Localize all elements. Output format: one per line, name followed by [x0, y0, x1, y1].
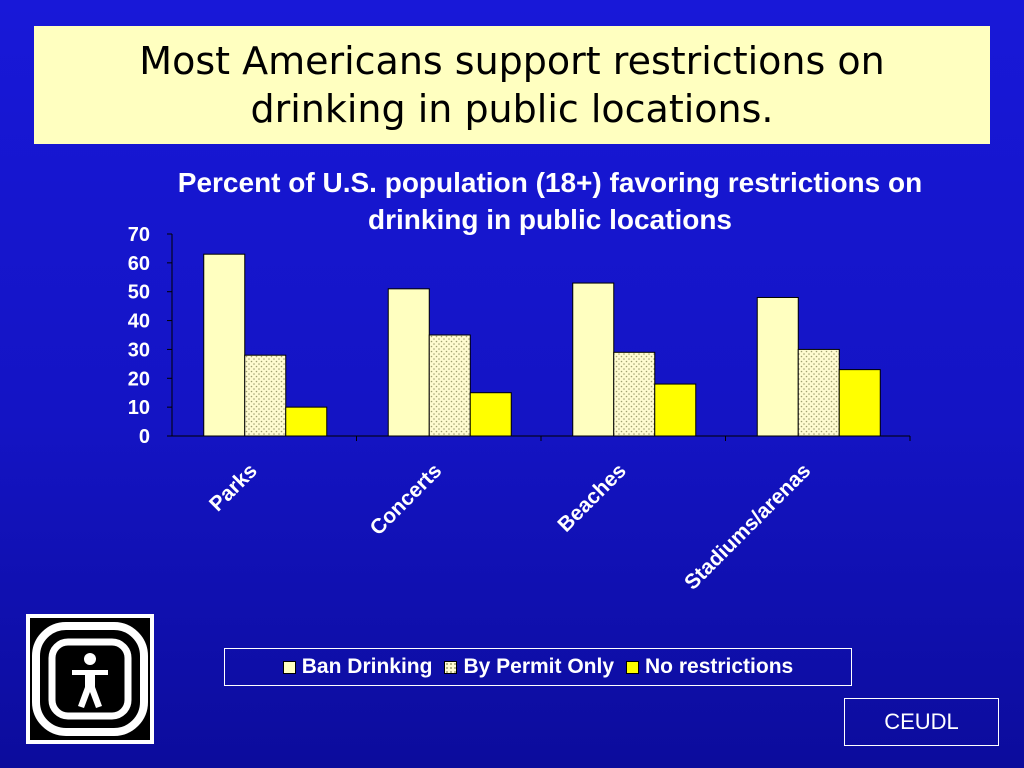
slide-title-box: Most Americans support restrictions on d… [34, 26, 990, 144]
bar-ban-3 [756, 296, 799, 437]
chart-title: Percent of U.S. population (18+) favorin… [177, 167, 923, 235]
bar-permit-1 [428, 334, 471, 437]
y-tick-label: 10 [128, 397, 150, 419]
bar-permit-3 [797, 348, 840, 437]
y-tick-label: 30 [128, 339, 150, 361]
accessibility-logo-icon [26, 614, 154, 744]
y-tick-label: 60 [128, 253, 150, 275]
x-tick-label: Concerts [366, 459, 447, 540]
x-tick-label: Beaches [553, 459, 630, 536]
source-label: CEUDL [884, 709, 959, 734]
bar-permit-0 [244, 354, 287, 437]
x-tick-label: Stadiums/arenas [680, 459, 815, 594]
y-tick-label: 50 [128, 282, 150, 304]
bar-ban-1 [387, 288, 430, 437]
y-tick-label: 40 [128, 311, 150, 333]
bar-none-3 [838, 369, 881, 437]
chart-legend: Ban Drinking By Permit Only No restricti… [224, 648, 852, 686]
bar-none-0 [285, 406, 328, 437]
legend-swatch-permit [444, 660, 458, 674]
legend-label-ban: Ban Drinking [301, 655, 433, 678]
legend-swatch-ban [282, 660, 296, 674]
bar-ban-0 [203, 253, 246, 437]
bar-none-2 [654, 383, 697, 437]
y-tick-label: 70 [128, 224, 150, 246]
legend-item-ban: Ban Drinking [282, 655, 433, 679]
bar-ban-2 [572, 282, 615, 437]
legend-label-permit: By Permit Only [463, 655, 615, 678]
legend-item-permit: By Permit Only [444, 655, 614, 679]
bar-none-1 [469, 392, 512, 437]
slide-title: Most Americans support restrictions on d… [139, 39, 885, 131]
y-tick-label: 0 [139, 426, 150, 448]
legend-item-none: No restrictions [626, 655, 793, 679]
bar-permit-2 [613, 351, 656, 437]
x-tick-label: Parks [205, 459, 262, 516]
legend-swatch-none [626, 660, 640, 674]
y-tick-label: 20 [128, 368, 150, 390]
bar-chart: 0 10 20 30 40 50 60 70 Parks Concerts Beaches Stad… [128, 224, 911, 594]
source-box: CEUDL [844, 698, 999, 746]
legend-label-none: No restrictions [645, 655, 794, 678]
